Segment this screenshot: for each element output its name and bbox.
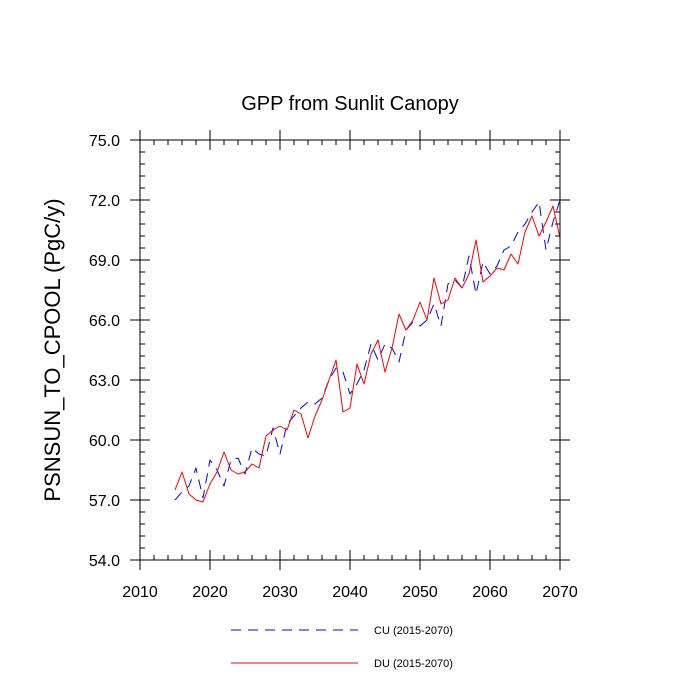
y-tick-label: 75.0 [89,133,120,150]
y-tick-labels: 54.0 57.0 60.0 63.0 66.0 69.0 72.0 75.0 [89,133,120,570]
legend-label-cu: CU (2015-2070) [374,625,453,637]
x-tick-labels: 2010 2020 2030 2040 2050 2060 2070 [122,584,578,601]
y-tick-label: 60.0 [89,433,120,450]
series-lines [174,199,561,503]
y-tick-label: 66.0 [89,313,120,330]
x-tick-label: 2060 [472,584,508,601]
plot-frame [139,139,561,561]
x-tick-label: 2030 [262,584,298,601]
series-line-du [174,205,561,503]
legend: CU (2015-2070) DU (2015-2070) [231,625,453,670]
y-tick-label: 57.0 [89,493,120,510]
x-tick-label: 2070 [542,584,578,601]
y-tick-label: 54.0 [89,553,120,570]
x-tick-label: 2040 [332,584,368,601]
series-line-cu [174,199,561,501]
y-tick-label: 72.0 [89,193,120,210]
chart-title: GPP from Sunlit Canopy [241,93,459,115]
legend-label-du: DU (2015-2070) [374,658,453,670]
x-tick-label: 2050 [402,584,438,601]
y-tick-label: 69.0 [89,253,120,270]
axis-ticks [130,130,570,570]
y-axis-label: PSNSUN_TO_CPOOL (PgC/y) [40,198,65,501]
y-tick-label: 63.0 [89,373,120,390]
x-tick-label: 2020 [192,584,228,601]
x-tick-label: 2010 [122,584,158,601]
